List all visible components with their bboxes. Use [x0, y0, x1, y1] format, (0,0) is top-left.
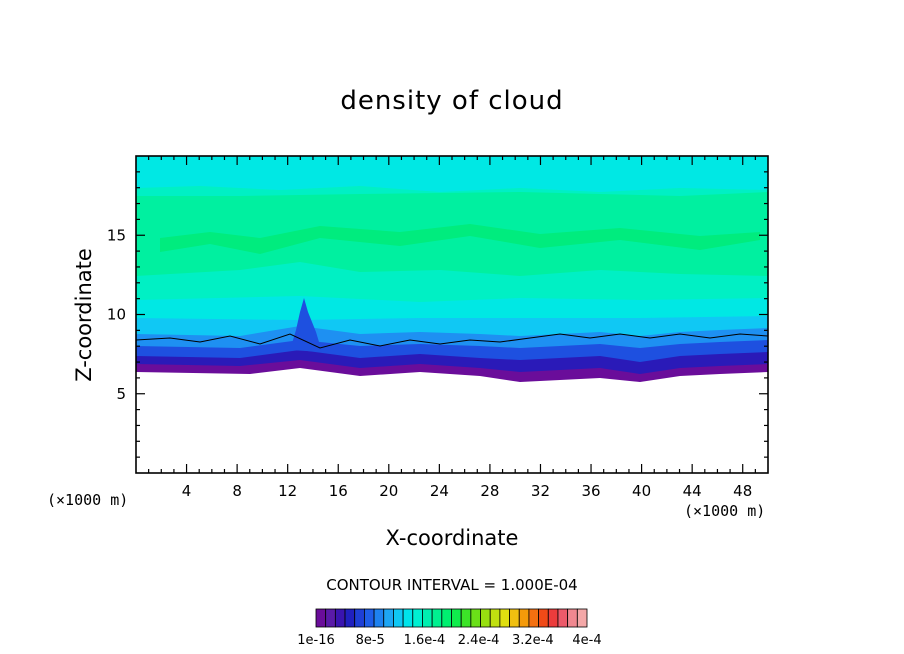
- cloud-layer-9: [160, 224, 760, 254]
- x-tick-label: 8: [232, 482, 242, 500]
- colorbar-label: 1e-16: [297, 633, 335, 648]
- y-tick-label: 15: [107, 226, 126, 244]
- colorbar-swatch: [412, 608, 423, 628]
- x-axis-label: X-coordinate: [385, 526, 519, 550]
- colorbar-swatch: [325, 608, 336, 628]
- colorbar-swatch: [373, 608, 385, 628]
- colorbar: 1e-16 8e-5 1.6e-4 2.4e-4 3.2e-4 4e-4: [297, 608, 602, 648]
- colorbar-swatch: [344, 608, 356, 628]
- colorbar-swatch: [547, 608, 559, 628]
- colorbar-label: 4e-4: [572, 633, 601, 648]
- x-tick-label: 48: [733, 482, 752, 500]
- colorbar-swatch: [576, 608, 588, 628]
- x-tick-label: 12: [278, 482, 297, 500]
- colorbar-swatch: [334, 608, 346, 628]
- colorbar-swatch: [383, 608, 394, 628]
- colorbar-swatch: [557, 608, 569, 628]
- colorbar-swatch: [460, 608, 472, 628]
- colorbar-swatch: [538, 608, 549, 628]
- colorbar-swatch: [451, 608, 462, 628]
- x-unit-right: (×1000 m): [684, 502, 766, 520]
- x-tick-label: 20: [379, 482, 398, 500]
- colorbar-swatch: [489, 608, 501, 628]
- colorbar-swatch: [518, 608, 530, 628]
- colorbar-swatch: [422, 608, 433, 628]
- colorbar-label: 2.4e-4: [458, 633, 500, 648]
- y-tick-label: 5: [116, 385, 126, 403]
- x-tick-label: 4: [182, 482, 192, 500]
- colorbar-swatch: [363, 608, 375, 628]
- cloud-top-band: [136, 156, 768, 192]
- contour-field: [136, 156, 768, 473]
- colorbar-label: 3.2e-4: [512, 633, 554, 648]
- chart-title: density of cloud: [340, 86, 564, 116]
- colorbar-swatch: [509, 608, 520, 628]
- colorbar-label: 8e-5: [356, 633, 385, 648]
- x-tick-label: 32: [531, 482, 550, 500]
- x-tick-label: 44: [683, 482, 702, 500]
- colorbar-label: 1.6e-4: [404, 633, 446, 648]
- colorbar-swatch: [499, 608, 510, 628]
- contour-line: [136, 333, 768, 349]
- colorbar-swatch: [470, 608, 481, 628]
- x-unit-left: (×1000 m): [47, 491, 129, 509]
- x-tick-label: 16: [329, 482, 348, 500]
- colorbar-swatch: [354, 608, 365, 628]
- x-tick-label: 40: [632, 482, 651, 500]
- colorbar-swatch: [402, 608, 414, 628]
- colorbar-swatch: [315, 608, 327, 628]
- colorbar-swatch: [441, 608, 452, 628]
- y-tick-label: 10: [107, 306, 126, 324]
- colorbar-swatch: [528, 608, 540, 628]
- x-tick-label: 36: [581, 482, 600, 500]
- colorbar-swatch: [393, 608, 404, 628]
- colorbar-swatch: [480, 608, 491, 628]
- x-tick-label: 28: [480, 482, 499, 500]
- contour-interval-label: CONTOUR INTERVAL = 1.000E-04: [326, 576, 578, 594]
- colorbar-swatch: [567, 608, 578, 628]
- colorbar-swatch: [431, 608, 443, 628]
- x-tick-label: 24: [430, 482, 449, 500]
- convective-column: [290, 298, 322, 352]
